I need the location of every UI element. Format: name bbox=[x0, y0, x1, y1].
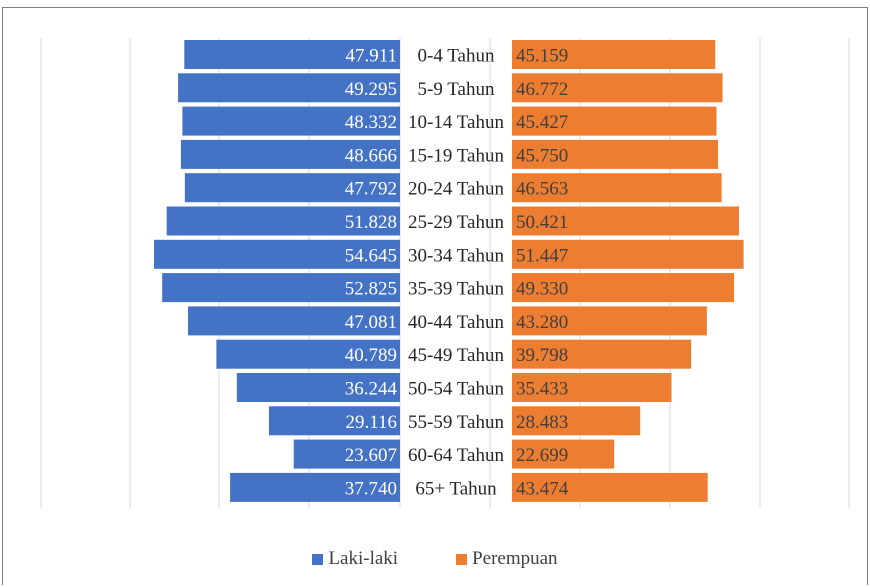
bar-laki-laki bbox=[178, 73, 400, 103]
bar-perempuan bbox=[512, 406, 641, 436]
legend-swatch-laki-laki bbox=[312, 553, 324, 565]
data-label-laki-laki: 52.825 bbox=[345, 279, 397, 300]
category-label: 0-4 Tahun bbox=[418, 46, 495, 67]
labels: 47.911 45.159 0-4 Tahun 49.295 46.772 5-9 Tah… bbox=[345, 46, 569, 500]
legend-item-laki-laki: Laki-laki bbox=[312, 548, 398, 570]
bar-perempuan bbox=[512, 106, 717, 136]
data-label-perempuan: 43.280 bbox=[516, 312, 568, 333]
bar-laki-laki bbox=[162, 273, 400, 303]
data-label-perempuan: 49.330 bbox=[516, 279, 568, 300]
legend-label-perempuan: Perempuan bbox=[472, 548, 558, 569]
bars bbox=[154, 40, 744, 502]
data-label-laki-laki: 23.607 bbox=[345, 445, 397, 466]
bar-laki-laki bbox=[230, 472, 400, 502]
category-label: 40-44 Tahun bbox=[408, 312, 504, 333]
data-label-laki-laki: 47.792 bbox=[345, 179, 397, 200]
category-label: 5-9 Tahun bbox=[418, 79, 495, 100]
data-label-perempuan: 35.433 bbox=[516, 379, 568, 400]
bar-laki-laki bbox=[182, 106, 400, 136]
category-label: 45-49 Tahun bbox=[408, 345, 504, 366]
bar-perempuan bbox=[512, 139, 718, 169]
bar-perempuan bbox=[512, 273, 735, 303]
bar-perempuan bbox=[512, 339, 692, 369]
bar-laki-laki bbox=[184, 40, 400, 69]
data-label-laki-laki: 47.081 bbox=[345, 312, 397, 333]
category-label: 60-64 Tahun bbox=[408, 445, 504, 466]
legend-label-laki-laki: Laki-laki bbox=[328, 548, 399, 569]
data-label-perempuan: 46.772 bbox=[516, 79, 568, 100]
data-label-perempuan: 39.798 bbox=[516, 345, 568, 366]
data-label-laki-laki: 36.244 bbox=[345, 379, 398, 400]
bar-laki-laki bbox=[180, 139, 400, 169]
data-label-perempuan: 45.427 bbox=[516, 112, 568, 133]
data-label-laki-laki: 40.789 bbox=[345, 345, 397, 366]
bar-laki-laki bbox=[184, 173, 400, 203]
bar-laki-laki bbox=[216, 339, 400, 369]
bar-perempuan bbox=[512, 239, 744, 269]
category-label: 50-54 Tahun bbox=[408, 379, 504, 400]
bar-perempuan bbox=[512, 439, 615, 469]
data-label-perempuan: 28.483 bbox=[516, 412, 568, 433]
data-label-laki-laki: 37.740 bbox=[345, 478, 397, 499]
bar-perempuan bbox=[512, 472, 708, 502]
data-label-laki-laki: 51.828 bbox=[345, 212, 397, 233]
gridlines bbox=[40, 38, 850, 508]
legend-swatch-perempuan bbox=[456, 553, 468, 565]
category-label: 30-34 Tahun bbox=[408, 245, 504, 266]
legend: Laki-laki Perempuan bbox=[0, 548, 870, 570]
data-label-laki-laki: 49.295 bbox=[345, 79, 397, 100]
bar-perempuan bbox=[512, 373, 672, 402]
category-label: 65+ Tahun bbox=[415, 478, 497, 499]
bar-laki-laki bbox=[268, 406, 400, 436]
data-label-perempuan: 46.563 bbox=[516, 179, 568, 200]
data-label-laki-laki: 48.666 bbox=[345, 145, 397, 166]
bar-perempuan bbox=[512, 40, 716, 69]
bar-laki-laki bbox=[166, 206, 400, 236]
data-label-perempuan: 43.474 bbox=[516, 478, 569, 499]
category-label: 10-14 Tahun bbox=[408, 112, 504, 133]
bar-laki-laki bbox=[154, 239, 400, 269]
data-label-laki-laki: 54.645 bbox=[345, 245, 397, 266]
data-label-laki-laki: 47.911 bbox=[345, 46, 397, 67]
category-label: 35-39 Tahun bbox=[408, 279, 504, 300]
data-label-perempuan: 51.447 bbox=[516, 245, 568, 266]
bar-laki-laki bbox=[188, 306, 400, 336]
category-label: 25-29 Tahun bbox=[408, 212, 504, 233]
bar-perempuan bbox=[512, 173, 722, 203]
data-label-perempuan: 50.421 bbox=[516, 212, 568, 233]
bar-laki-laki bbox=[293, 439, 400, 469]
category-label: 15-19 Tahun bbox=[408, 145, 504, 166]
data-label-laki-laki: 48.332 bbox=[345, 112, 397, 133]
category-label: 55-59 Tahun bbox=[408, 412, 504, 433]
bar-perempuan bbox=[512, 73, 723, 103]
data-label-perempuan: 22.699 bbox=[516, 445, 568, 466]
bar-laki-laki bbox=[236, 373, 400, 402]
category-label: 20-24 Tahun bbox=[408, 179, 504, 200]
data-label-perempuan: 45.750 bbox=[516, 145, 568, 166]
bar-perempuan bbox=[512, 306, 707, 336]
data-label-laki-laki: 29.116 bbox=[345, 412, 397, 433]
data-label-perempuan: 45.159 bbox=[516, 46, 568, 67]
bar-perempuan bbox=[512, 206, 739, 236]
chart-frame bbox=[2, 7, 868, 585]
legend-item-perempuan: Perempuan bbox=[456, 548, 558, 570]
